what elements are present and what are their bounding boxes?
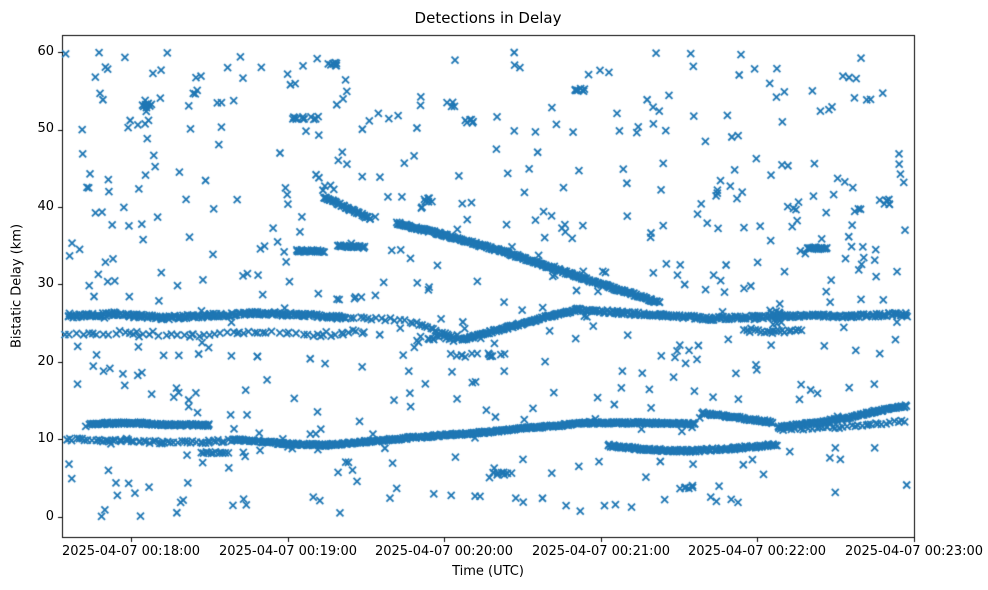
x-tick-label: 2025-04-07 00:19:00: [218, 544, 358, 559]
x-tick-label: 2025-04-07 00:20:00: [374, 544, 514, 559]
y-tick-label: 0: [45, 509, 54, 524]
y-tick-label: 30: [37, 276, 54, 291]
x-axis-label: Time (UTC): [452, 564, 524, 579]
x-tick-label: 2025-04-07 00:18:00: [61, 544, 201, 559]
y-tick-label: 20: [37, 354, 54, 369]
x-tick-label: 2025-04-07 00:21:00: [531, 544, 671, 559]
y-tick-label: 60: [37, 44, 54, 59]
y-tick-label: 10: [37, 431, 54, 446]
y-tick-label: 50: [37, 121, 54, 136]
chart-title: Detections in Delay: [414, 9, 562, 27]
x-tick-label: 2025-04-07 00:23:00: [844, 544, 984, 559]
y-tick-label: 40: [37, 199, 54, 214]
x-tick-label: 2025-04-07 00:22:00: [687, 544, 827, 559]
